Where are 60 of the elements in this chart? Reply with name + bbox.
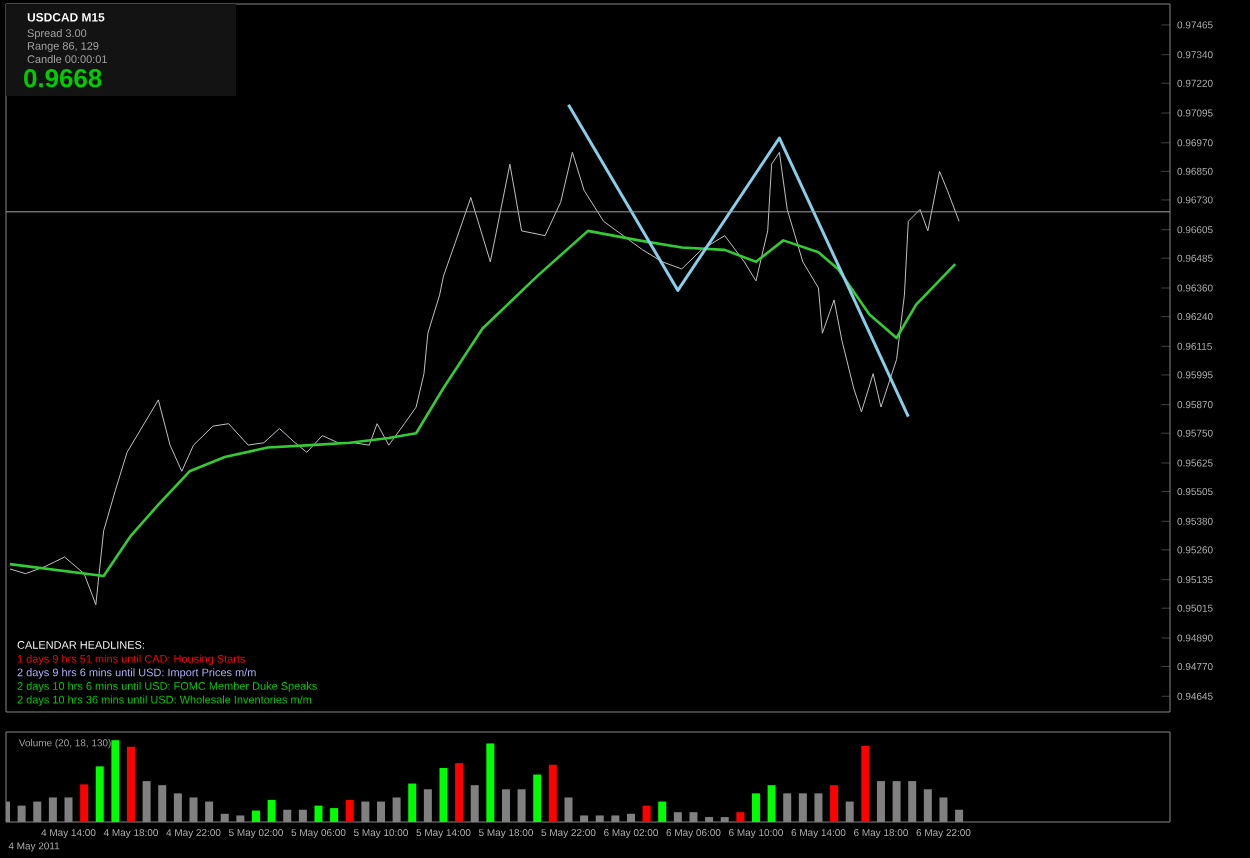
bar bbox=[95, 766, 104, 822]
bar bbox=[548, 764, 557, 822]
annotation: 0.9668 bbox=[24, 69, 102, 88]
bar bbox=[580, 815, 589, 822]
bar bbox=[517, 789, 526, 822]
bar bbox=[251, 810, 260, 822]
bar bbox=[423, 789, 432, 822]
bar bbox=[845, 801, 854, 822]
bar bbox=[486, 743, 495, 822]
bar bbox=[392, 797, 401, 822]
bar bbox=[173, 793, 182, 822]
bar bbox=[283, 809, 292, 822]
bar bbox=[111, 740, 120, 822]
bar bbox=[158, 785, 167, 822]
bar bbox=[33, 801, 42, 822]
bar bbox=[80, 784, 89, 822]
bar bbox=[17, 805, 26, 822]
bar bbox=[876, 781, 885, 822]
bar bbox=[861, 745, 870, 822]
bar bbox=[673, 812, 682, 822]
bar bbox=[376, 801, 385, 822]
bar bbox=[314, 805, 323, 822]
bar bbox=[501, 789, 510, 822]
bar bbox=[908, 781, 917, 822]
bar bbox=[439, 768, 448, 822]
bar bbox=[48, 797, 57, 822]
bar bbox=[470, 785, 479, 822]
bar bbox=[642, 805, 651, 822]
bar bbox=[798, 793, 807, 822]
bar bbox=[455, 763, 464, 822]
bar bbox=[189, 797, 198, 822]
bar bbox=[830, 785, 839, 822]
bar bbox=[408, 783, 417, 822]
bar bbox=[267, 799, 276, 822]
bar bbox=[939, 797, 948, 822]
bar bbox=[205, 801, 214, 822]
bar bbox=[330, 808, 339, 822]
bar bbox=[783, 793, 792, 822]
bar bbox=[298, 809, 307, 822]
bar bbox=[751, 793, 760, 822]
bar bbox=[361, 801, 370, 822]
bar bbox=[767, 785, 776, 822]
bar bbox=[689, 812, 698, 822]
bar bbox=[220, 813, 229, 822]
bar bbox=[626, 813, 635, 822]
bar bbox=[142, 781, 151, 822]
bar bbox=[126, 746, 135, 822]
bar bbox=[564, 797, 573, 822]
bar bbox=[64, 797, 73, 822]
bar bbox=[611, 815, 620, 822]
bar bbox=[658, 801, 667, 822]
bar bbox=[892, 781, 901, 822]
bar bbox=[595, 815, 604, 822]
bar bbox=[736, 812, 745, 822]
bar bbox=[236, 815, 245, 822]
bar bbox=[345, 799, 354, 822]
bar bbox=[533, 774, 542, 822]
bar bbox=[955, 809, 964, 822]
bar bbox=[923, 789, 932, 822]
bar bbox=[814, 793, 823, 822]
